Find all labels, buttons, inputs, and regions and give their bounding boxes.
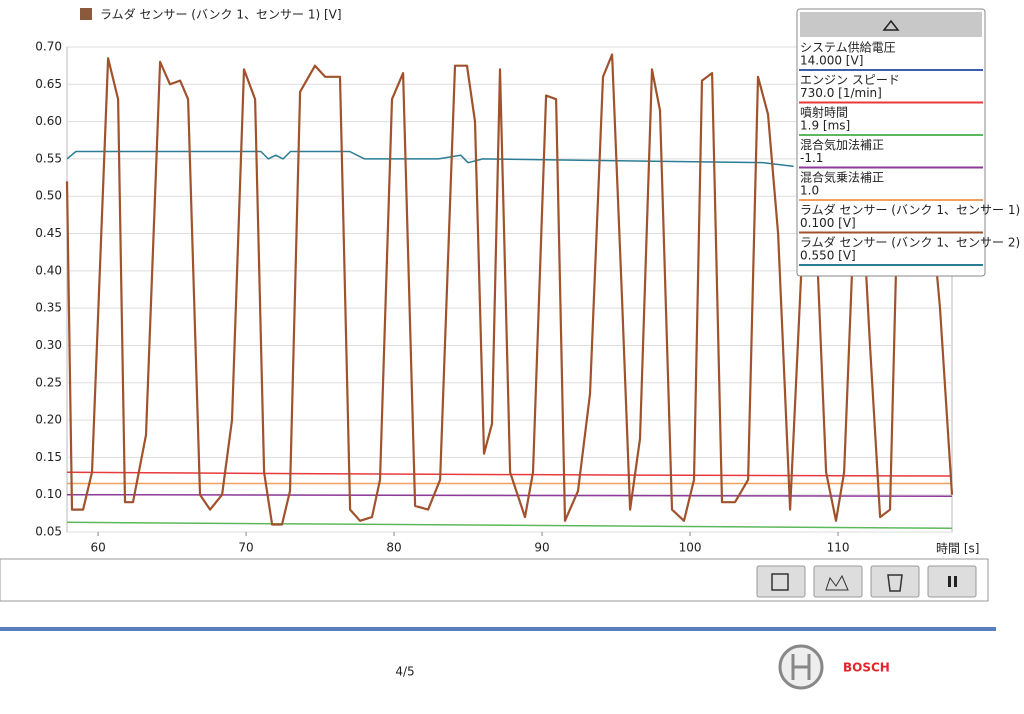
y-tick-label: 0.60 bbox=[35, 114, 62, 128]
y-tick-label: 0.35 bbox=[35, 301, 62, 315]
y-tick-label: 0.30 bbox=[35, 338, 62, 352]
y-tick-label: 0.05 bbox=[35, 525, 62, 539]
y-tick-label: 0.70 bbox=[35, 40, 62, 54]
y-tick-label: 0.15 bbox=[35, 450, 62, 464]
x-axis-label: 時間 [s] bbox=[936, 542, 979, 556]
x-tick-label: 60 bbox=[90, 541, 105, 555]
legend-label: 噴射時間 bbox=[800, 105, 848, 120]
series-line bbox=[66, 493, 953, 497]
save-button[interactable] bbox=[756, 565, 806, 598]
legend-reading: 730.0 [1/min] bbox=[800, 86, 882, 100]
pause-icon bbox=[954, 576, 957, 587]
legend-label: 混合気乗法補正 bbox=[800, 170, 884, 185]
y-tick-label: 0.25 bbox=[35, 375, 62, 389]
legend-label: ラムダ センサー (バンク 1、センサー 1) bbox=[800, 202, 1020, 217]
series-line bbox=[66, 471, 953, 477]
pause-button[interactable] bbox=[927, 565, 977, 598]
plot: 0.05 0.10 0.15 0.20 0.25 0.30 0.35 0.40 0.45 0.50… bbox=[35, 40, 954, 555]
x-tick-label: 80 bbox=[386, 541, 401, 555]
save-icon bbox=[771, 573, 789, 591]
y-tick-label: 0.10 bbox=[35, 487, 62, 501]
pause-icon bbox=[948, 576, 951, 587]
legend-panel bbox=[796, 8, 986, 277]
title-swatch bbox=[80, 8, 92, 20]
y-tick-label: 0.40 bbox=[35, 263, 62, 277]
series-line bbox=[66, 150, 794, 168]
footer-rule bbox=[0, 627, 996, 631]
legend-reading: 0.550 [V] bbox=[800, 249, 856, 263]
collapse-icon bbox=[882, 19, 900, 31]
x-tick-label: 100 bbox=[679, 541, 702, 555]
y-tick-label: 0.55 bbox=[35, 151, 62, 165]
y-tick-label: 0.20 bbox=[35, 413, 62, 427]
legend-label: ラムダ センサー (バンク 1、センサー 2) bbox=[800, 235, 1020, 250]
legend-reading: -1.1 bbox=[800, 151, 823, 165]
delete-button[interactable] bbox=[870, 565, 920, 598]
y-tick-label: 0.45 bbox=[35, 226, 62, 240]
delete-icon bbox=[887, 574, 903, 592]
legend-label: システム供給電圧 bbox=[800, 41, 896, 55]
brand-name: BOSCH bbox=[843, 661, 890, 675]
legend-reading: 0.100 [V] bbox=[800, 216, 856, 230]
y-tick-label: 0.50 bbox=[35, 189, 62, 203]
legend-label: エンジン スピード bbox=[800, 73, 900, 87]
marker-button[interactable] bbox=[813, 565, 863, 598]
legend-collapse-button[interactable] bbox=[800, 12, 982, 37]
x-tick-label: 110 bbox=[827, 541, 850, 555]
brand-logo-mark bbox=[791, 654, 811, 680]
x-tick-label: 90 bbox=[534, 541, 549, 555]
series-line bbox=[66, 521, 953, 530]
x-tick-label: 70 bbox=[238, 541, 253, 555]
y-tick-label: 0.65 bbox=[35, 77, 62, 91]
toolbar-buttons bbox=[756, 565, 977, 598]
chart-title: ラムダ センサー (バンク 1、センサー 1) [V] bbox=[100, 7, 342, 22]
page-number: 4/5 bbox=[395, 665, 414, 679]
legend-reading: 1.9 [ms] bbox=[800, 119, 850, 133]
legend-reading: 14.000 [V] bbox=[800, 54, 863, 68]
legend-reading: 1.0 bbox=[800, 184, 819, 198]
series-line bbox=[65, 53, 954, 526]
marker-icon bbox=[825, 574, 849, 591]
legend-label: 混合気加法補正 bbox=[800, 137, 884, 152]
